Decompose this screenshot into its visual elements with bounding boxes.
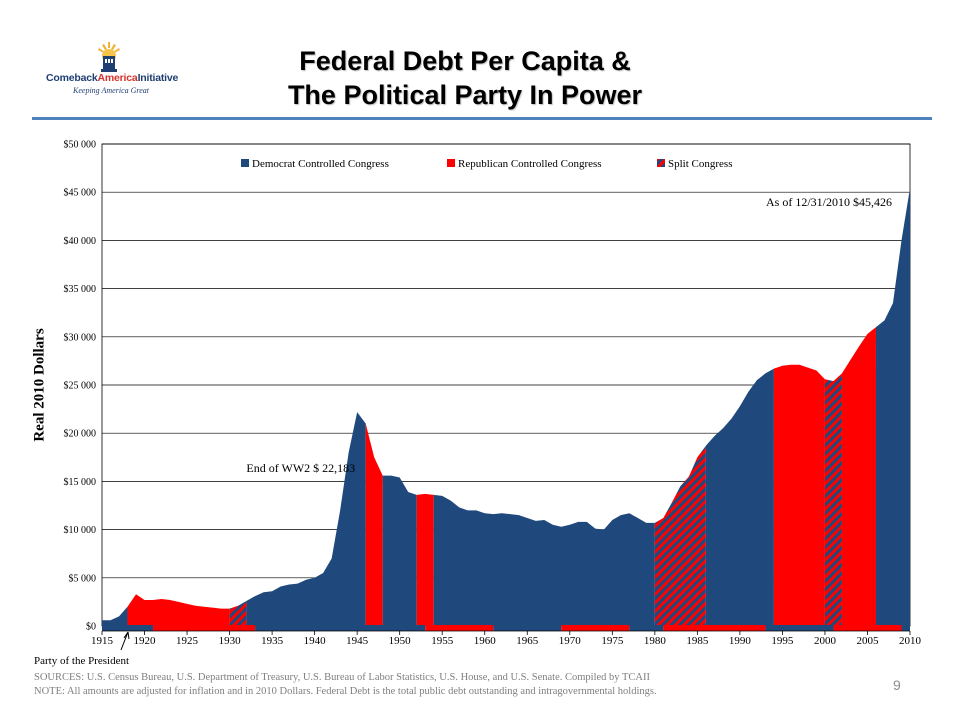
x-tick-label: 1955 [431,635,454,647]
x-tick-label: 1950 [389,635,412,647]
x-tick-label: 1985 [686,635,709,647]
area-segment-democrat [875,188,910,626]
x-tick-label: 1975 [601,635,624,647]
y-axis-label: Real 2010 Dollars [31,328,48,442]
y-tick-label: $50 000 [64,140,97,151]
president-band-republican [833,625,902,631]
page-number: 9 [893,677,901,693]
note-text: NOTE: All amounts are adjusted for infla… [34,686,657,697]
area-segment-republican [416,493,434,626]
legend-label: Republican Controlled Congress [458,158,602,170]
y-tick-label: $5 000 [69,573,97,584]
area-segment-democrat [705,368,774,626]
x-tick-label: 1995 [771,635,794,647]
title-line-1: Federal Debt Per Capita & [299,46,631,76]
y-tick-label: $10 000 [64,525,97,536]
sources-text: SOURCES: U.S. Census Bureau, U.S. Depart… [34,672,650,683]
area-segment-democrat [382,475,417,626]
x-tick-label: 2010 [899,635,922,647]
area-segment-democrat [433,494,655,626]
president-band-republican [561,625,630,631]
president-band-democrat [629,625,664,631]
president-band-democrat [102,625,154,631]
president-band-democrat [765,625,834,631]
x-tick-label: 1980 [644,635,667,647]
area-segment-republican [365,423,383,626]
annotation-ww2: End of WW2 $ 22,183 [246,461,355,475]
area-segment-democrat [102,606,128,626]
x-tick-label: 1990 [729,635,752,647]
y-tick-label: $15 000 [64,477,97,488]
legend-swatch [657,159,665,167]
area-segment-republican [841,327,876,626]
lighthouse-icon [98,42,120,72]
x-tick-label: 1965 [516,635,539,647]
legend-swatch [241,159,249,167]
logo: ComebackAmericaInitiative Keeping Americ… [46,42,179,98]
area-segment-republican [127,594,230,626]
president-band-democrat [901,625,910,631]
x-tick-label: 1945 [346,635,369,647]
president-band-republican [663,625,766,631]
x-tick-label: 2005 [856,635,879,647]
legend-label: Democrat Controlled Congress [252,158,389,170]
annotation-latest: As of 12/31/2010 $45,426 [766,195,892,209]
president-band-republican [153,625,256,631]
area-segment-split [229,600,247,626]
y-tick-label: $25 000 [64,381,97,392]
y-tick-label: $35 000 [64,284,97,295]
y-tick-label: $0 [86,622,96,633]
logo-name: ComebackAmericaInitiative [46,72,179,84]
logo-name-part: Initiative [137,72,179,84]
legend-label: Split Congress [668,158,732,170]
logo-name-accent: America [97,72,138,84]
page-title: Federal Debt Per Capita & The Political … [180,44,750,112]
president-band-democrat [255,625,426,631]
president-band-democrat [493,625,562,631]
x-tick-label: 1970 [559,635,582,647]
logo-tagline: Keeping America Great [73,86,149,95]
party-of-president-label: Party of the President [34,655,130,667]
x-tick-label: 1960 [474,635,497,647]
title-line-2: The Political Party In Power [287,80,643,110]
y-tick-label: $45 000 [64,188,97,199]
y-tick-label: $40 000 [64,236,97,247]
x-tick-label: 1925 [176,635,199,647]
area-segment-split [654,445,706,626]
x-tick-label: 1915 [91,635,114,647]
x-tick-label: 1935 [261,635,284,647]
area-segment-republican [773,364,825,626]
x-tick-label: 2000 [814,635,837,647]
area-segment-split [824,373,842,626]
legend-swatch [447,159,455,167]
x-tick-label: 1930 [219,635,242,647]
y-tick-label: $20 000 [64,429,97,440]
x-tick-label: 1940 [304,635,327,647]
president-band-republican [425,625,494,631]
logo-name-part: Comeback [46,72,98,84]
title-rule [32,117,932,120]
y-tick-label: $30 000 [64,332,97,343]
party-pointer-arrow [120,631,130,651]
area-segment-democrat [246,412,366,626]
sources-note: SOURCES: U.S. Census Bureau, U.S. Depart… [34,671,657,699]
x-tick-label: 1920 [134,635,157,647]
